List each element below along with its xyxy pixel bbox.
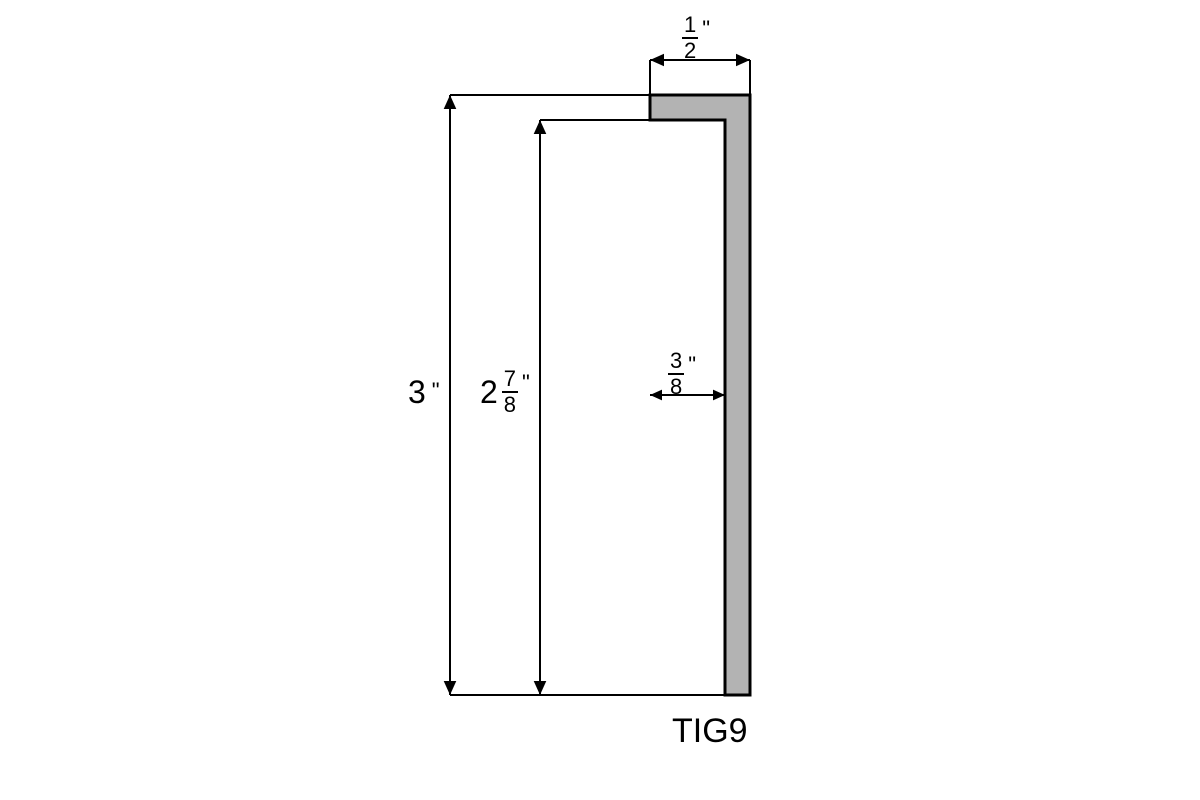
part-label: TIG9 (672, 712, 748, 751)
inch-mark: " (432, 378, 440, 404)
dim-width-top-label: 1 2 " (682, 14, 710, 62)
dim-height-outer-label: 3 " (408, 376, 440, 408)
dim-height-inner-label: 2 7 8 " (480, 368, 530, 416)
inch-mark: " (522, 370, 530, 396)
dim-height-outer-whole: 3 (408, 376, 426, 408)
dim-width-top-frac: 1 2 (682, 14, 698, 62)
drawing-canvas: 3 " 2 7 8 " 1 2 " 3 8 " TIG9 (0, 0, 1200, 800)
dim-width-inner-label: 3 8 " (668, 350, 696, 398)
dim-height-inner-whole: 2 (480, 376, 498, 408)
drawing-svg (0, 0, 1200, 800)
inch-mark: " (688, 352, 696, 378)
dim-height-inner-frac: 7 8 (502, 368, 518, 416)
inch-mark: " (702, 16, 710, 42)
dim-width-inner-frac: 3 8 (668, 350, 684, 398)
